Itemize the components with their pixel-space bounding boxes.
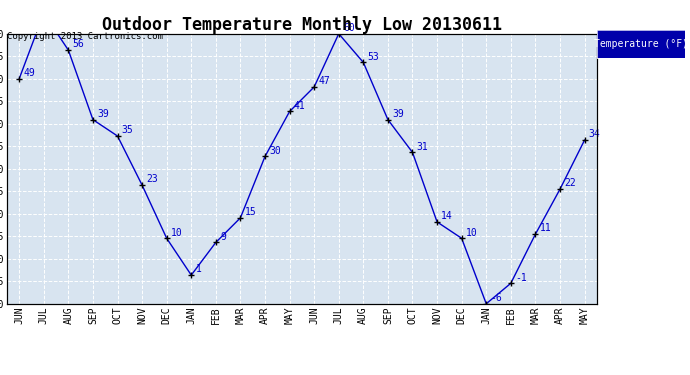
Text: 41: 41 [294, 101, 306, 111]
Text: 39: 39 [97, 109, 109, 119]
Text: 31: 31 [417, 142, 428, 152]
Text: 15: 15 [244, 207, 257, 217]
Text: -1: -1 [515, 273, 526, 282]
Text: 39: 39 [392, 109, 404, 119]
Text: 22: 22 [564, 178, 576, 188]
Title: Outdoor Temperature Monthly Low 20130611: Outdoor Temperature Monthly Low 20130611 [102, 16, 502, 34]
Text: 35: 35 [121, 125, 133, 135]
Text: 47: 47 [318, 76, 330, 86]
Text: 30: 30 [269, 146, 281, 156]
Text: -6: -6 [491, 293, 502, 303]
Text: 34: 34 [589, 129, 600, 140]
Text: 11: 11 [540, 224, 551, 233]
Text: 23: 23 [146, 174, 158, 184]
Text: 10: 10 [466, 228, 477, 237]
Text: 1: 1 [195, 264, 201, 274]
Text: 14: 14 [441, 211, 453, 221]
Text: 60: 60 [343, 23, 355, 33]
Text: 65: 65 [0, 374, 1, 375]
Text: 10: 10 [171, 228, 183, 237]
Text: Temperature (°F): Temperature (°F) [594, 39, 688, 49]
Text: 53: 53 [368, 52, 380, 62]
Text: 49: 49 [23, 68, 35, 78]
Text: 9: 9 [220, 232, 226, 242]
Text: 56: 56 [72, 39, 84, 50]
Text: Copyright 2013 Cartronics.com: Copyright 2013 Cartronics.com [7, 32, 163, 41]
